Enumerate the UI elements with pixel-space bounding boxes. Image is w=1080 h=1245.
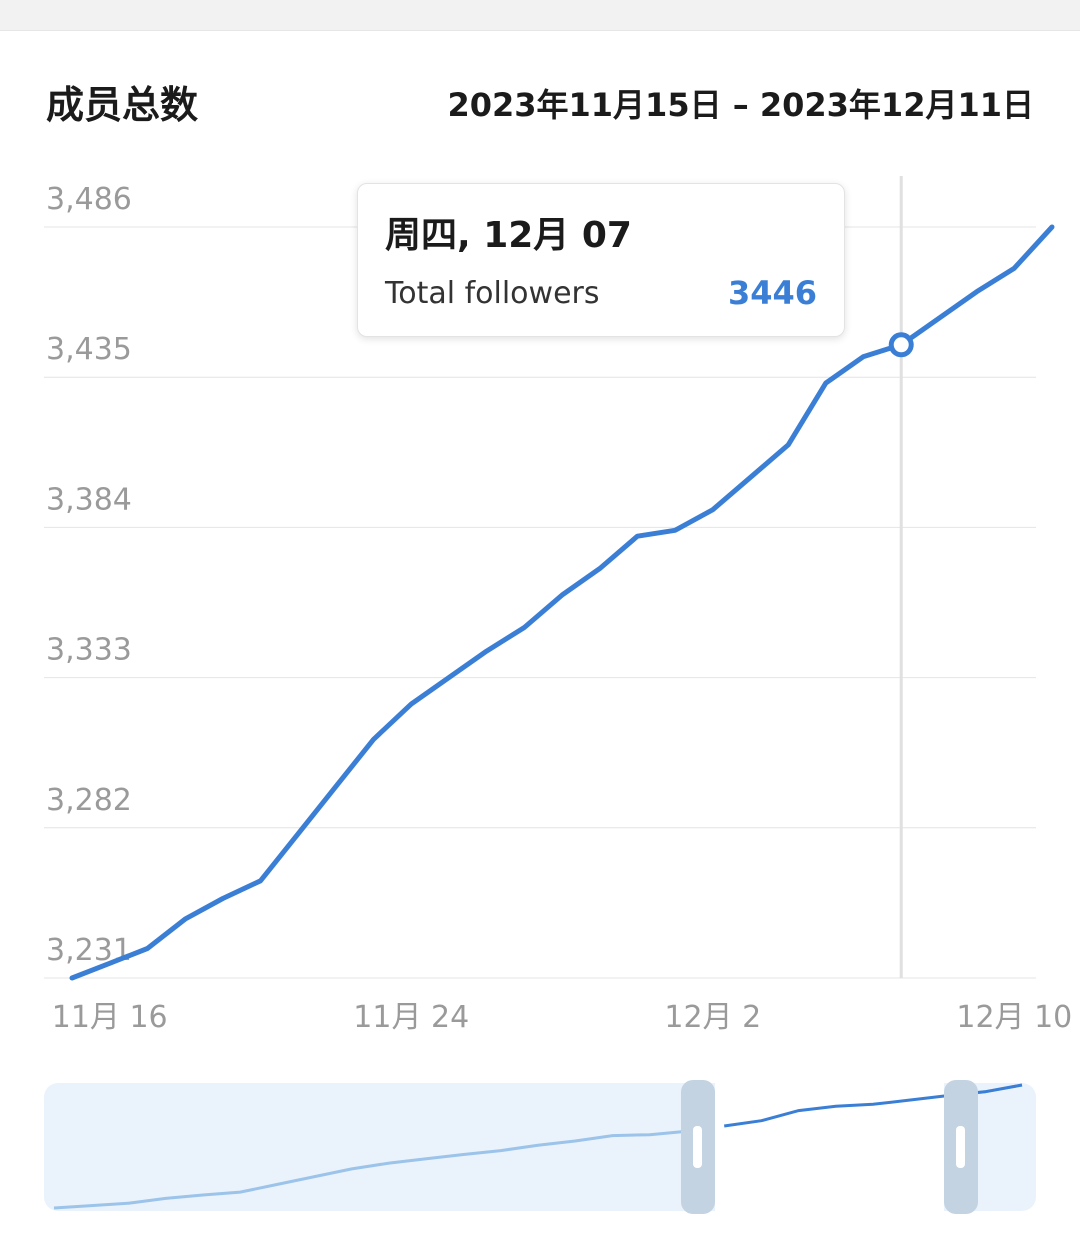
date-range[interactable]: 2023年11月15日 – 2023年12月11日 — [447, 86, 1034, 124]
navigator-window[interactable] — [715, 1083, 944, 1211]
x-tick-label: 11月 16 — [52, 1000, 168, 1035]
y-tick-label: 3,435 — [46, 332, 132, 367]
tooltip-date: 周四, 12月 07 — [385, 215, 632, 256]
y-axis-labels: 3,486 3,435 3,384 3,333 3,282 3,231 — [46, 182, 132, 968]
series-line-total-followers — [69, 224, 1055, 981]
chart-tooltip: 周四, 12月 07 Total followers 3446 — [357, 183, 845, 337]
y-tick-label: 3,333 — [46, 633, 132, 668]
y-tick-label: 3,384 — [46, 482, 132, 517]
grid-lines — [44, 226, 1036, 979]
range-navigator[interactable] — [44, 1080, 1036, 1214]
x-tick-label: 11月 24 — [353, 1000, 469, 1035]
y-tick-label: 3,282 — [46, 783, 132, 818]
status-bar — [0, 0, 1080, 31]
x-axis-labels: 11月 16 11月 24 12月 2 12月 10 — [52, 1000, 1073, 1035]
chart-header: 成员总数 2023年11月15日 – 2023年12月11日 — [0, 74, 1080, 134]
y-tick-label: 3,231 — [46, 933, 132, 968]
navigator-grip-right — [956, 1126, 965, 1168]
tooltip-value: 3446 — [727, 274, 817, 312]
navigator-grip-left — [693, 1126, 702, 1168]
x-tick-label: 12月 2 — [664, 1000, 761, 1035]
x-tick-label: 12月 10 — [956, 1000, 1072, 1035]
highlight-marker[interactable] — [888, 332, 914, 358]
chart-title: 成员总数 — [46, 83, 199, 127]
tooltip-series-name: Total followers — [385, 276, 600, 311]
y-tick-label: 3,486 — [46, 182, 132, 217]
